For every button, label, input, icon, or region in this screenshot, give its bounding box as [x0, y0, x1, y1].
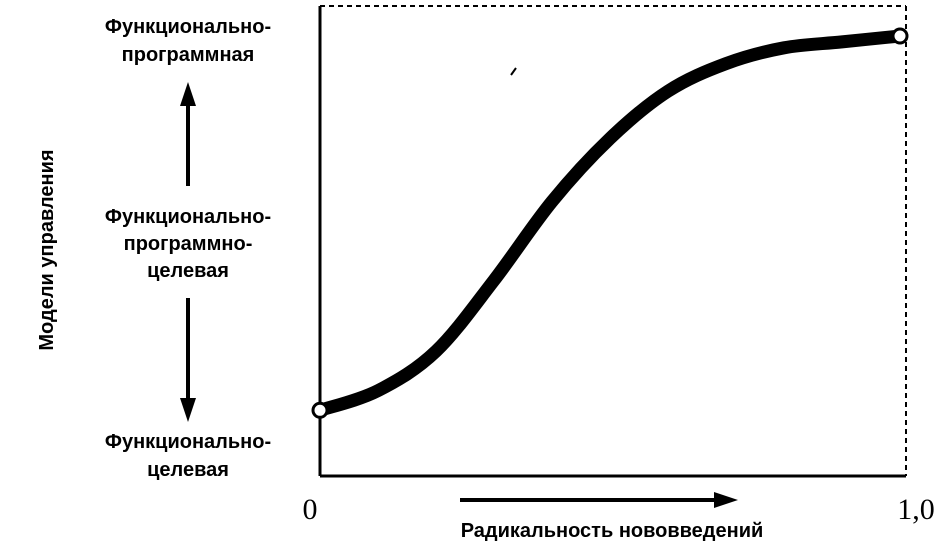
x-tick-1: 1,0 [897, 493, 935, 526]
y-level-bottom: Функционально- целевая [105, 431, 271, 481]
curve-start-point [311, 401, 329, 419]
y-level-bottom-line2: целевая [147, 459, 229, 481]
y-level-top-line2: программная [122, 44, 255, 66]
y-level-top-line1: Функционально- [105, 16, 271, 38]
arrow-down [180, 298, 196, 422]
y-axis-label: Модели управления [36, 149, 58, 350]
y-level-bottom-line1: Функционально- [105, 431, 271, 453]
curve-end-point [891, 27, 909, 45]
y-level-middle-line3: целевая [147, 260, 229, 282]
stray-mark [510, 67, 517, 76]
x-axis-label: Радикальность нововведений [461, 520, 764, 542]
y-level-middle-line1: Функционально- [105, 206, 271, 228]
arrow-up [180, 82, 196, 186]
y-level-middle: Функционально- программно- целевая [105, 206, 271, 282]
arrow-right [460, 492, 738, 508]
x-tick-0: 0 [303, 493, 318, 526]
data-curve [313, 29, 907, 417]
y-level-top: Функционально- программная [105, 16, 271, 66]
y-level-middle-line2: программно- [124, 233, 253, 255]
